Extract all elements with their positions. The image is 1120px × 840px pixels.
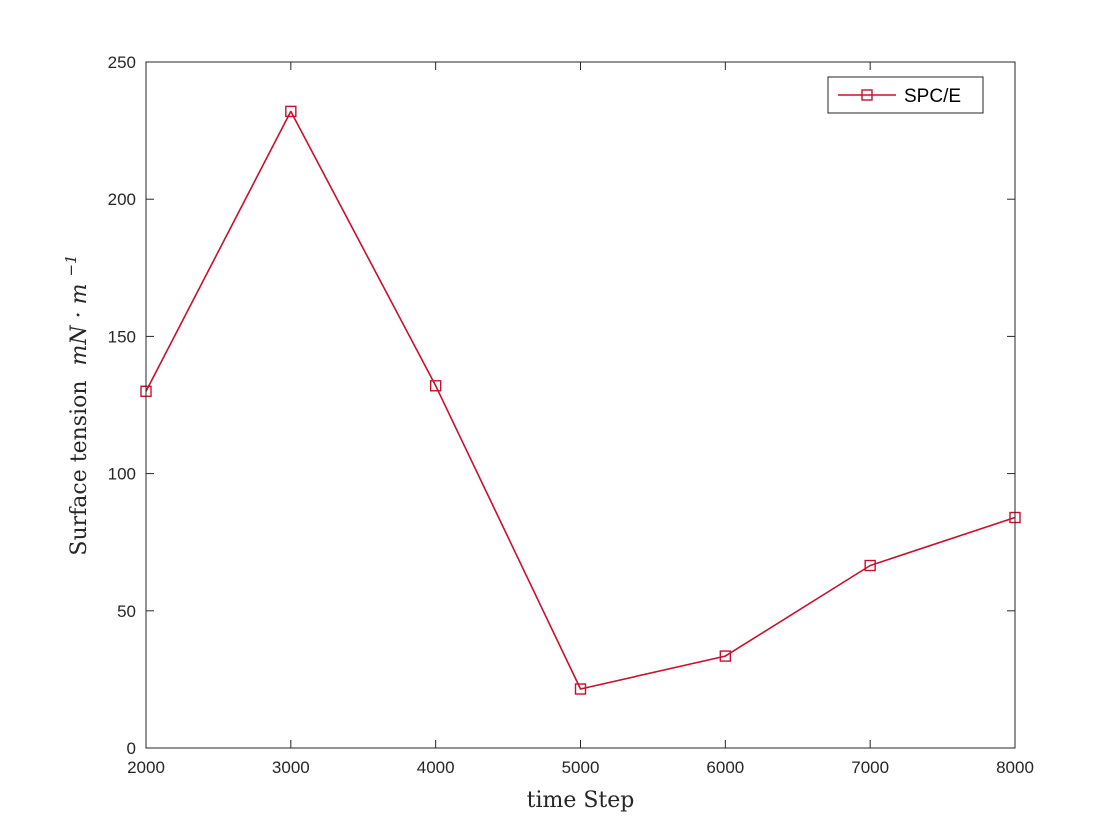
- data-point-marker: [285, 105, 297, 118]
- y-axis-ticks: 0 50 100 150 200 250: [108, 53, 1015, 758]
- y-tick-label: 50: [117, 602, 136, 621]
- y-tick-label: 100: [108, 465, 136, 484]
- x-tick-label: 2000: [127, 758, 165, 777]
- legend: SPC/E: [827, 76, 984, 114]
- data-point-marker: [429, 380, 442, 392]
- x-tick-label: 7000: [851, 758, 889, 777]
- y-axis-label-exponent: −1: [62, 254, 80, 276]
- x-axis-label: time Step: [527, 788, 635, 813]
- x-tick-label: 5000: [562, 758, 600, 777]
- data-point-marker: [574, 683, 587, 695]
- x-tick-label: 3000: [272, 758, 310, 777]
- legend-label-spc-e: SPC/E: [904, 86, 961, 107]
- plot-area-frame: [145, 61, 1016, 749]
- x-tick-label: 8000: [996, 758, 1034, 777]
- x-axis-ticks: 2000 3000 4000 5000 6000 7000 8000: [127, 62, 1034, 777]
- plot-area-background: [146, 62, 1015, 748]
- y-axis-label-units: mN · m: [67, 284, 92, 366]
- y-tick-label: 0: [127, 739, 136, 758]
- y-tick-label: 200: [108, 190, 136, 209]
- data-point-marker: [864, 559, 876, 572]
- y-axis-label: Surface tension mN · m −1: [62, 254, 92, 555]
- y-axis-label-text: Surface tension: [67, 380, 92, 555]
- x-tick-label: 4000: [417, 758, 455, 777]
- data-point-marker: [719, 650, 732, 662]
- series-line-spc-e: [145, 110, 1016, 690]
- y-tick-label: 250: [108, 53, 136, 72]
- legend-marker-swatch: [861, 89, 873, 101]
- x-tick-label: 6000: [706, 758, 744, 777]
- y-tick-label: 150: [108, 327, 136, 346]
